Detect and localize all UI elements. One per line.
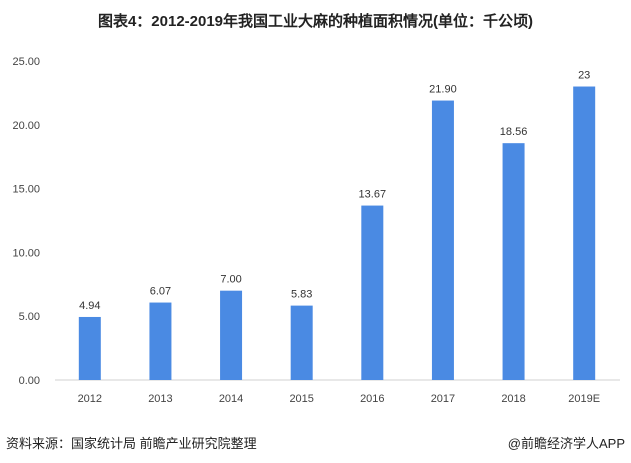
x-tick-label: 2013 [148,393,172,405]
bar [220,290,243,380]
data-label: 18.56 [500,126,528,138]
chart-title: 图表4：2012-2019年我国工业大麻的种植面积情况(单位：千公顷) [97,13,534,30]
bar [78,316,101,380]
x-tick-label: 2018 [501,393,525,405]
bar [502,143,525,380]
bar [361,205,384,380]
x-tick-label: 2015 [289,393,313,405]
y-tick-label: 0.00 [19,375,40,387]
bar [290,305,313,380]
data-label: 7.00 [220,274,241,286]
x-tick-label: 2014 [219,393,243,405]
data-label: 5.83 [291,289,312,301]
data-label: 21.90 [429,84,457,96]
x-tick-label: 2012 [78,393,102,405]
source-note: 资料来源：国家统计局 前瞻产业研究院整理 [6,436,257,451]
bar [149,302,172,380]
data-label: 6.07 [150,286,171,298]
y-tick-label: 5.00 [19,311,40,323]
data-label: 4.94 [79,300,100,312]
y-tick-label: 10.00 [12,247,40,259]
bar [431,100,454,380]
y-tick-label: 25.00 [12,56,40,68]
y-tick-label: 15.00 [12,184,40,196]
x-tick-label: 2017 [431,393,455,405]
x-tick-label: 2019E [568,393,600,405]
data-label: 23 [578,70,590,82]
y-tick-label: 20.00 [12,120,40,132]
data-label: 13.67 [359,189,387,201]
x-tick-label: 2016 [360,393,384,405]
bar [573,86,596,381]
credit-note: @前瞻经济学人APP [507,436,625,451]
